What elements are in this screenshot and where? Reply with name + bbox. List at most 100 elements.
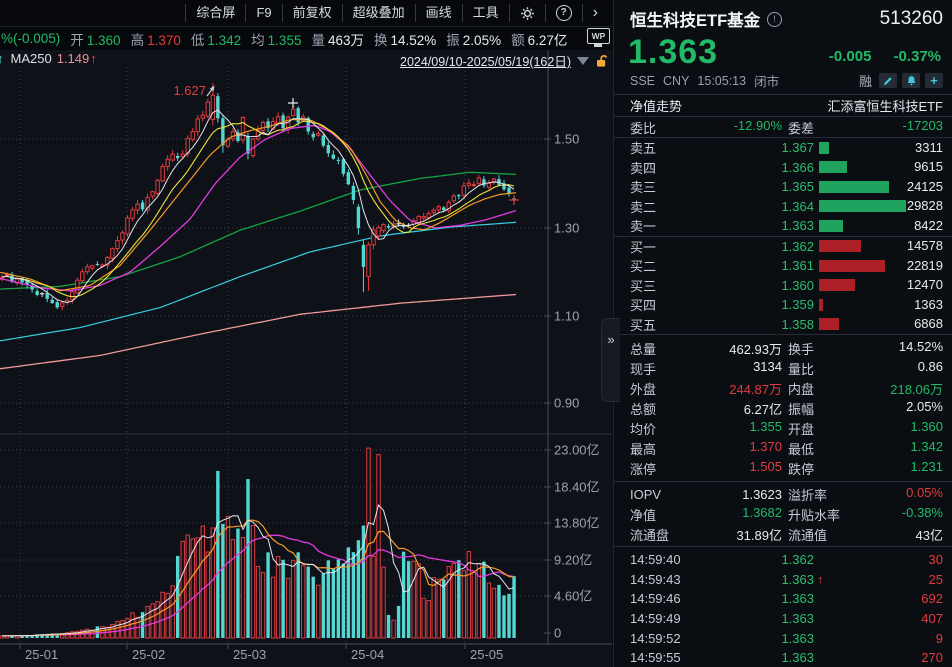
stat-row: 流通盘 31.89亿 流通值 43亿 <box>630 527 943 543</box>
tick-row: 14:59:46 1.363 692 <box>630 591 943 607</box>
quote-stat: 额 6.27亿 <box>511 32 568 48</box>
ask-row[interactable]: 卖三 1.365 24125 <box>630 178 943 196</box>
svg-text:1.30: 1.30 <box>554 221 579 236</box>
quote-stat: 低 1.342 <box>190 32 242 48</box>
market-status: 闭市 <box>754 75 780 89</box>
svg-text:9.20亿: 9.20亿 <box>554 553 592 568</box>
svg-text:1.50: 1.50 <box>554 132 579 147</box>
svg-text:13.80亿: 13.80亿 <box>554 516 600 531</box>
tick-row: 14:59:55 1.363 270 <box>630 650 943 666</box>
quote-stat: 高 1.370 <box>130 32 181 48</box>
date-range-text[interactable]: 2024/09/10-2025/05/19(162日) <box>400 55 571 69</box>
nav-row[interactable]: 净值走势 汇添富恒生科技ETF <box>614 95 952 116</box>
nav-fund-name: 汇添富恒生科技ETF <box>827 99 943 114</box>
bid-row[interactable]: 买五 1.358 6868 <box>630 316 943 333</box>
price-change: -0.005 <box>828 48 872 65</box>
more-chevron-icon[interactable]: › <box>581 4 608 22</box>
instrument-name: 恒生科技ETF基金 <box>630 12 761 30</box>
svg-text:23.00亿: 23.00亿 <box>554 443 600 458</box>
ask-row[interactable]: 卖四 1.366 9615 <box>630 159 943 176</box>
ma-legend: ↑ MA250 1.149 ↑ <box>0 51 97 66</box>
exchange-label: SSE <box>630 73 656 88</box>
ma250-trend-arrow: ↑ <box>90 51 97 66</box>
quote-panel: 恒生科技ETF基金 ! 513260 1.363 -0.005 -0.37% S… <box>613 0 952 667</box>
instrument-header: 恒生科技ETF基金 ! 513260 <box>614 0 952 31</box>
ask-row[interactable]: 卖二 1.364 29828 <box>630 198 943 215</box>
add-plus-icon[interactable]: + <box>925 73 943 88</box>
menu-item-3[interactable]: 超级叠加 <box>341 4 415 22</box>
menu-item-5[interactable]: 工具 <box>461 4 509 22</box>
last-price: 1.363 <box>628 32 719 71</box>
quote-statbar: %(-0.005) 开 1.360 高 1.370 低 1.342 均 1.355 量 463万换… <box>0 27 612 50</box>
svg-text:0: 0 <box>554 626 561 641</box>
ask-depth-bar <box>819 161 847 174</box>
price-header: 1.363 -0.005 -0.37% <box>614 31 952 71</box>
svg-text:25-03: 25-03 <box>233 647 266 662</box>
bid-row[interactable]: 买二 1.361 22819 <box>630 257 943 275</box>
svg-text:1.10: 1.10 <box>554 309 579 324</box>
toolbar-menu: 综合屏 F9 前复权 超级叠加 画线 工具 ? › <box>0 0 612 27</box>
bid-row[interactable]: 买三 1.360 12470 <box>630 277 943 294</box>
quote-stat: 量 463万 <box>311 32 364 48</box>
svg-text:4.60亿: 4.60亿 <box>554 589 592 604</box>
ask-row[interactable]: 卖五 1.367 3311 <box>630 139 943 157</box>
ask-depth-bar <box>819 219 844 232</box>
ask-depth-bar <box>819 141 829 154</box>
instrument-code: 513260 <box>879 8 943 29</box>
stat-row: 总量 462.93万 换手 14.52% <box>630 338 943 357</box>
menu-item-1[interactable]: F9 <box>245 4 281 22</box>
bid-depth-bar <box>819 259 886 272</box>
market-meta-row: SSE CNY 15:05:13 闭市 融 + <box>614 68 952 94</box>
tick-row: 14:59:49 1.363 407 <box>630 611 943 627</box>
chevron-down-icon[interactable] <box>577 56 589 65</box>
stat-row: 净值 1.3682 升贴水率 -0.38% <box>630 504 943 523</box>
stat-row: 现手 3134 量比 0.86 <box>630 358 943 377</box>
time-and-sales[interactable]: 14:59:40 1.362 30 14:59:43 1.363 ↑ 25 14:59:46 1… <box>614 547 952 667</box>
menu-item-4[interactable]: 画线 <box>414 4 462 22</box>
svg-text:0.90: 0.90 <box>554 396 579 411</box>
chart-panel: 1.50 1.30 1.10 0.90 23.00亿 18.40亿 13.80亿 9.20亿 4… <box>0 0 612 667</box>
ma250-value: 1.149 <box>56 51 90 66</box>
prev-ma-arrow-fragment: ↑ <box>0 51 4 66</box>
stat-row: 涨停 1.505 跌停 1.231 <box>630 458 943 477</box>
price-change-pct: -0.37% <box>893 48 941 65</box>
svg-text:25-05: 25-05 <box>470 647 503 662</box>
high-annotation: 1.627 <box>173 83 206 98</box>
quote-stat: 换 14.52% <box>374 32 437 48</box>
stat-row: 总额 6.27亿 振幅 2.05% <box>630 398 943 417</box>
margin-flag[interactable]: 融 <box>858 74 872 89</box>
menu-item-2[interactable]: 前复权 <box>281 4 342 22</box>
settings-gear-icon[interactable] <box>508 4 545 22</box>
stat-row: 委比 -12.90% 委差 -17203 <box>630 117 943 136</box>
tick-row: 14:59:52 1.363 9 <box>630 630 943 646</box>
bid-depth-bar <box>819 240 862 253</box>
ask-row[interactable]: 卖一 1.363 8422 <box>630 217 943 235</box>
bid-book: 买一 1.362 14578 买二 1.361 22819 买三 1.360 12470 买四 1.… <box>614 237 952 335</box>
svg-text:18.40亿: 18.40亿 <box>554 480 600 495</box>
candlestick-chart[interactable]: 1.50 1.30 1.10 0.90 23.00亿 18.40亿 13.80亿 9.20亿 4… <box>0 0 612 667</box>
panel-expander[interactable]: » <box>601 318 620 402</box>
info-icon[interactable]: ! <box>767 11 783 27</box>
order-imbalance-row: 委比 -12.90% 委差 -17203 <box>614 117 952 137</box>
bid-depth-bar <box>819 318 839 331</box>
quote-time: 15:05:13 <box>697 73 747 88</box>
bid-row[interactable]: 买一 1.362 14578 <box>630 238 943 255</box>
bid-depth-bar <box>819 298 823 311</box>
change-fragment: %(-0.005) <box>1 31 61 46</box>
quote-stat: 开 1.360 <box>70 32 121 48</box>
stat-row: IOPV 1.3623 溢折率 0.05% <box>630 484 943 503</box>
bid-row[interactable]: 买四 1.359 1363 <box>630 296 943 314</box>
help-icon[interactable]: ? <box>544 4 582 22</box>
chart-toolbar: 综合屏 F9 前复权 超级叠加 画线 工具 ? › %(-0.005) 开 1.360 高 1.… <box>0 0 612 50</box>
edit-pencil-icon[interactable] <box>879 73 897 88</box>
wp-monitor-icon[interactable]: WP <box>587 28 610 47</box>
date-range-control[interactable]: 2024/09/10-2025/05/19(162日) <box>380 51 608 70</box>
bid-depth-bar <box>819 279 856 292</box>
alert-bell-icon[interactable] <box>902 73 920 88</box>
unlock-icon[interactable] <box>595 54 608 68</box>
menu-item-0[interactable]: 综合屏 <box>185 4 245 22</box>
stat-row: 均价 1.355 开盘 1.360 <box>630 418 943 437</box>
svg-text:25-01: 25-01 <box>25 647 58 662</box>
ask-depth-bar <box>819 180 889 193</box>
